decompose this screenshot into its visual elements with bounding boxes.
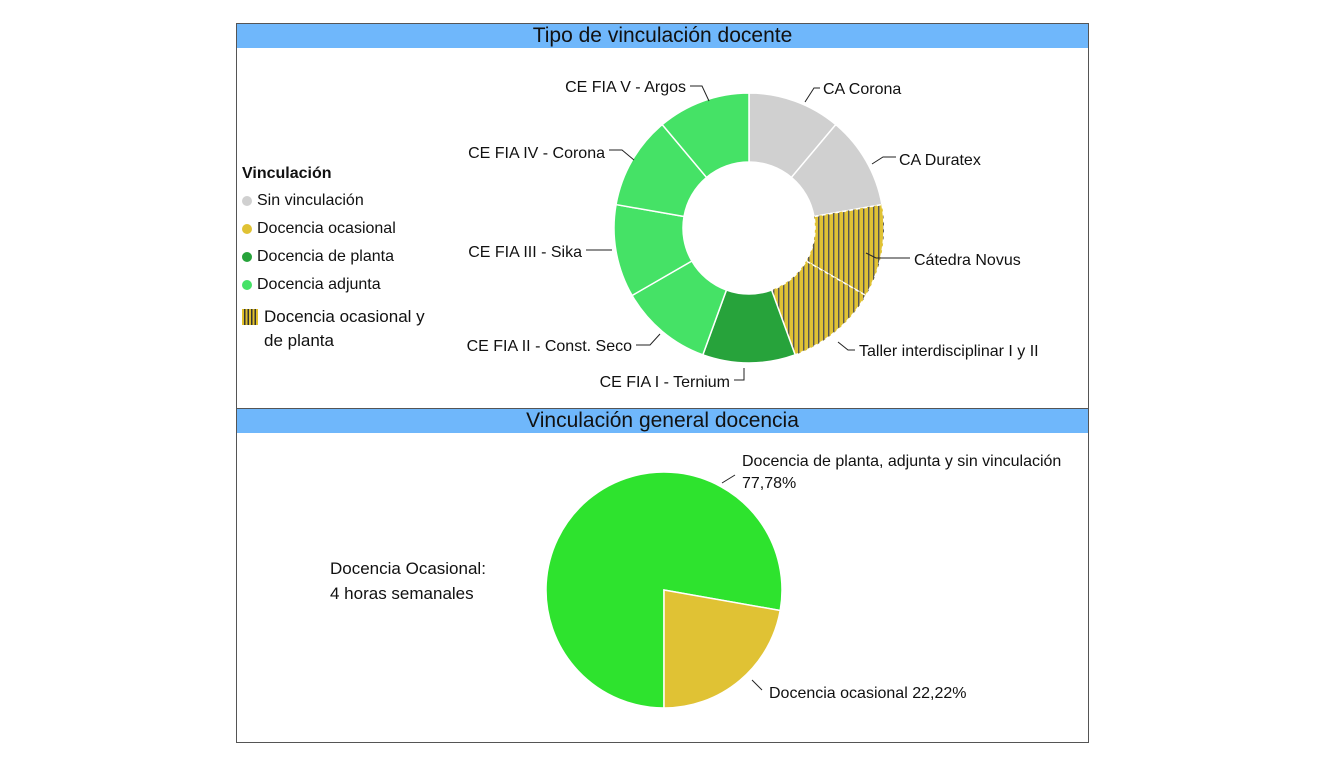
donut-label-ca-duratex: CA Duratex — [899, 152, 981, 169]
legend-label-line2: de planta — [264, 331, 334, 350]
donut-slice-catedra-novus — [805, 203, 885, 297]
legend-label: Docencia de planta — [257, 248, 394, 265]
legend: Vinculación Sin vinculación Docencia oca… — [242, 165, 425, 353]
legend-item-docencia-ocasional: Docencia ocasional — [242, 215, 425, 243]
legend-title: Vinculación — [242, 165, 332, 182]
note-line2: 4 horas semanales — [330, 584, 474, 603]
donut-label-taller-interdisciplinar-i-y-ii: Taller interdisciplinar I y II — [859, 343, 1039, 360]
donut-chart: CA Corona CA Duratex Cátedra Novus Taller i… — [467, 79, 1039, 391]
pie-leader-line — [721, 474, 736, 484]
legend-item-sin-vinculacion: Sin vinculación — [242, 187, 425, 215]
donut-chart-title: Tipo de vinculación docente — [237, 24, 1088, 48]
legend-label-line1: Docencia ocasional y — [264, 307, 425, 326]
donut-label-ce-fia-i-ternium: CE FIA I - Ternium — [600, 374, 730, 391]
pie-leader-line — [751, 679, 763, 691]
legend-striped-marker — [242, 309, 258, 325]
donut-label-catedra-novus: Cátedra Novus — [914, 252, 1021, 269]
donut-leader-line — [871, 156, 896, 165]
pie-label-docencia-de-planta-adjunta-y-sin-vinculacion: Docencia de planta, adjunta y sin vincul… — [742, 453, 1061, 470]
donut-leader-line — [609, 149, 635, 161]
legend-label: Sin vinculación — [257, 192, 364, 209]
pie-label-docencia-ocasional: Docencia ocasional 22,22% — [769, 685, 966, 702]
occasional-hours-note: Docencia Ocasional: 4 horas semanales — [330, 556, 486, 606]
pie-slice-docencia-ocasional — [663, 589, 782, 709]
donut-leader-line — [804, 87, 820, 103]
donut-label-ce-fia-iv-corona: CE FIA IV - Corona — [468, 145, 605, 162]
donut-slice-ca-duratex — [790, 123, 883, 218]
legend-label: Docencia ocasional — [257, 220, 396, 237]
pie-slice-docencia-de-planta-adjunta-y-sin-vinculacion — [545, 471, 783, 709]
donut-slice-ce-fia-v-argos — [661, 92, 750, 179]
donut-leader-line — [636, 333, 661, 346]
donut-leader-line — [837, 341, 855, 351]
donut-leader-line — [690, 85, 710, 102]
pie-chart-title: Vinculación general docencia — [237, 409, 1088, 433]
legend-marker — [242, 280, 252, 290]
legend-item-docencia-adjunta: Docencia adjunta — [242, 271, 425, 299]
legend-marker — [242, 224, 252, 234]
legend-label: Docencia adjunta — [257, 276, 381, 293]
pie-chart: Docencia de planta, adjunta y sin vincul… — [545, 453, 1061, 709]
pie-value-label: 77,78% — [742, 475, 796, 492]
section-divider — [237, 408, 1088, 409]
donut-label-ca-corona: CA Corona — [823, 81, 901, 98]
donut-label-ce-fia-v-argos: CE FIA V - Argos — [565, 79, 686, 96]
donut-leader-line — [734, 368, 745, 381]
legend-marker — [242, 196, 252, 206]
chart-frame: Tipo de vinculación docente Vinculación … — [236, 23, 1089, 743]
donut-label-ce-fia-ii-const-seco: CE FIA II - Const. Seco — [467, 338, 632, 355]
legend-marker — [242, 252, 252, 262]
note-line1: Docencia Ocasional: — [330, 559, 486, 578]
donut-label-ce-fia-iii-sika: CE FIA III - Sika — [468, 244, 582, 261]
legend-item-docencia-planta: Docencia de planta — [242, 243, 425, 271]
donut-leader-line — [865, 252, 910, 259]
legend-item-ocasional-y-planta: Docencia ocasional y de planta — [242, 305, 425, 353]
